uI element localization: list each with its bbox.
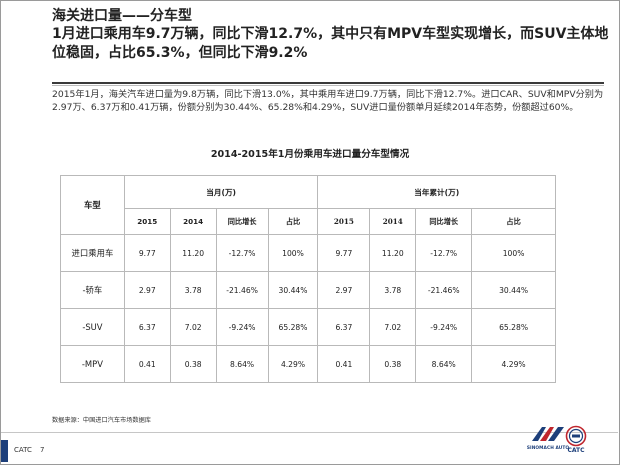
table-cell: 3.78 bbox=[169, 271, 217, 309]
group-header-month: 当月(万) bbox=[123, 175, 319, 209]
import-table: 车型 当月(万) 当年累计(万) 2015 2014 同比增长 占比 2015 … bbox=[60, 175, 556, 383]
subheader-ytd-yoy: 同比增长 bbox=[415, 208, 473, 235]
table-row: -SUV 6.37 7.02 -9.24% 65.28% 6.37 7.02 -… bbox=[60, 308, 556, 346]
table-cell: 0.38 bbox=[169, 345, 217, 383]
table-cell: 4.29% bbox=[471, 345, 556, 383]
subheader-month-2014: 2014 bbox=[169, 208, 217, 235]
row-label: -MPV bbox=[60, 345, 125, 383]
footer-label: CATC bbox=[14, 446, 32, 454]
group-header-ytd: 当年累计(万) bbox=[317, 175, 556, 209]
table-cell: 7.02 bbox=[369, 308, 417, 346]
corner-header: 车型 bbox=[60, 175, 125, 235]
summary-paragraph: 2015年1月，海关汽车进口量为9.8万辆，同比下滑13.0%，其中乘用车进口9… bbox=[52, 89, 604, 113]
table-cell: 11.20 bbox=[169, 234, 217, 272]
table-row: -轿车 2.97 3.78 -21.46% 30.44% 2.97 3.78 -… bbox=[60, 271, 556, 309]
sinomach-logo-icon bbox=[532, 427, 564, 441]
table-cell: 9.77 bbox=[317, 234, 371, 272]
sinomach-logo-text: SINOMACH AUTO bbox=[526, 446, 570, 451]
table-cell: 65.28% bbox=[471, 308, 556, 346]
table-cell: 0.38 bbox=[369, 345, 417, 383]
row-label: -轿车 bbox=[60, 271, 125, 309]
table-cell: 30.44% bbox=[267, 271, 319, 309]
table-cell: 100% bbox=[267, 234, 319, 272]
table-cell: 4.29% bbox=[267, 345, 319, 383]
slide-title: 海关进口量——分车型 bbox=[52, 8, 192, 24]
table-cell: -12.7% bbox=[415, 234, 473, 272]
table-cell: 3.78 bbox=[369, 271, 417, 309]
table-cell: 2.97 bbox=[317, 271, 371, 309]
table-cell: 30.44% bbox=[471, 271, 556, 309]
footer-accent-bar bbox=[1, 440, 8, 462]
table-cell: 8.64% bbox=[215, 345, 269, 383]
table-cell: -9.24% bbox=[215, 308, 269, 346]
subheader-ytd-2014: 2014 bbox=[369, 208, 417, 235]
data-source-note: 数据来源：中国进口汽车市场数据库 bbox=[52, 417, 151, 424]
row-label: 进口乘用车 bbox=[60, 234, 125, 272]
table-cell: 11.20 bbox=[369, 234, 417, 272]
catc-logo-text: CATC bbox=[567, 447, 585, 454]
table-cell: 8.64% bbox=[415, 345, 473, 383]
table-cell: 9.77 bbox=[123, 234, 171, 272]
subheader-month-yoy: 同比增长 bbox=[215, 208, 269, 235]
title-block: 海关进口量——分车型 1月进口乘用车9.7万辆，同比下滑12.7%，其中只有MP… bbox=[52, 8, 612, 63]
catc-logo: CATC bbox=[561, 425, 597, 457]
table-title: 2014-2015年1月份乘用车进口量分车型情况 bbox=[210, 149, 410, 160]
subheader-month-2015: 2015 bbox=[123, 208, 171, 235]
table-cell: 6.37 bbox=[123, 308, 171, 346]
title-divider-thin bbox=[52, 85, 604, 86]
sinomach-auto-logo: SINOMACH AUTO bbox=[521, 423, 575, 459]
catc-logo-icon bbox=[565, 425, 587, 447]
slide-subtitle: 1月进口乘用车9.7万辆，同比下滑12.7%，其中只有MPV车型实现增长，而SU… bbox=[52, 26, 609, 61]
table-cell: 65.28% bbox=[267, 308, 319, 346]
table-cell: 0.41 bbox=[317, 345, 371, 383]
table-cell: 2.97 bbox=[123, 271, 171, 309]
subheader-ytd-share: 占比 bbox=[471, 208, 556, 235]
row-label: -SUV bbox=[60, 308, 125, 346]
table-row: 进口乘用车 9.77 11.20 -12.7% 100% 9.77 11.20 … bbox=[60, 234, 556, 272]
subheader-ytd-2015: 2015 bbox=[317, 208, 371, 235]
table-cell: 100% bbox=[471, 234, 556, 272]
table-row: -MPV 0.41 0.38 8.64% 4.29% 0.41 0.38 8.6… bbox=[60, 345, 556, 383]
table-cell: -21.46% bbox=[215, 271, 269, 309]
table-cell: -9.24% bbox=[415, 308, 473, 346]
table-cell: -21.46% bbox=[415, 271, 473, 309]
table-cell: -12.7% bbox=[215, 234, 269, 272]
page-number: 7 bbox=[40, 446, 45, 454]
footer-divider bbox=[1, 432, 618, 433]
title-divider bbox=[52, 82, 604, 84]
table-cell: 6.37 bbox=[317, 308, 371, 346]
table-cell: 0.41 bbox=[123, 345, 171, 383]
subheader-month-share: 占比 bbox=[267, 208, 319, 235]
table-cell: 7.02 bbox=[169, 308, 217, 346]
